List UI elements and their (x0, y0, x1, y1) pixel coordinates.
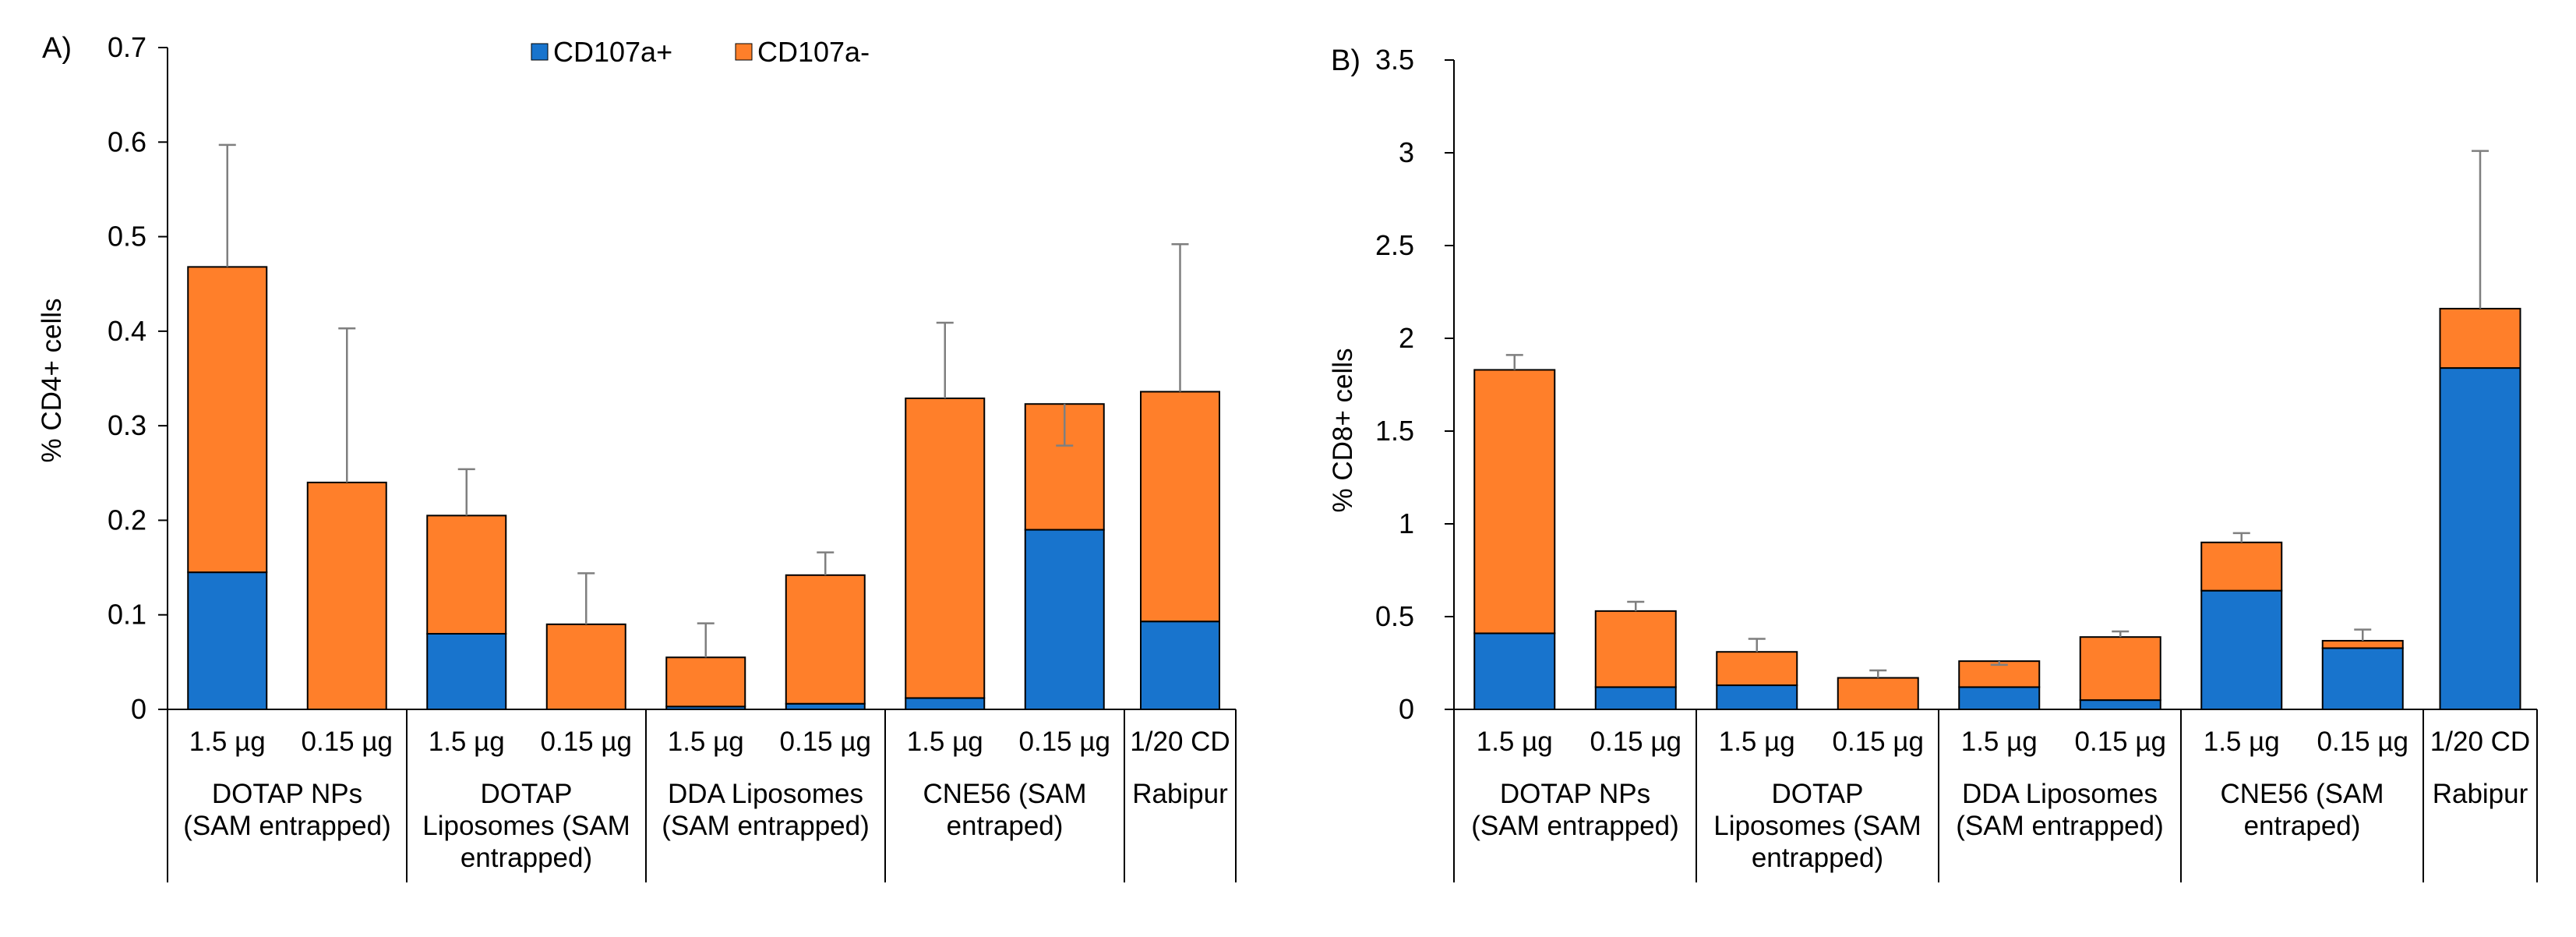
panel-b-group-label: entrapped) (1752, 843, 1883, 873)
panel-a-category-label: 1.5 µg (907, 727, 983, 757)
panel-b-category-label: 0.15 µg (2075, 727, 2166, 757)
panel-b-y-tick-label: 1 (1399, 507, 1414, 539)
panel-a: A) % CD4+ cells 0 0.1 0.2 0.3 0.4 0.5 0.6 0.7 1.… (37, 31, 1237, 882)
panel-a-y-tick-label: 0.4 (108, 315, 146, 347)
panel-a-bar-cd107a-pos (905, 697, 986, 711)
panel-a-category-label: 0.15 µg (780, 727, 871, 757)
panel-b-group-label: Liposomes (SAM (1713, 811, 1921, 841)
panel-a-group-label: (SAM entrapped) (662, 811, 870, 841)
panel-b-y-tick-label: 1.5 (1375, 415, 1414, 447)
panel-b-category-label: 1.5 µg (1719, 727, 1795, 757)
panel-b-bar-cd107a-pos (2079, 699, 2161, 710)
panel-b-group-label: CNE56 (SAM (2220, 779, 2384, 809)
panel-a-bar-cd107a-neg (545, 623, 626, 710)
panel-a-bar-cd107a-pos (785, 702, 866, 710)
legend-swatch-cd107a-pos (531, 43, 549, 61)
panel-b-category-label: 1.5 µg (1477, 727, 1553, 757)
panel-a-bar-cd107a-neg (306, 481, 387, 711)
panel-a-y-tick-label: 0.7 (108, 31, 146, 63)
panel-b-label: B) (1331, 44, 1360, 77)
panel-b-y-tick-label: 0 (1399, 693, 1414, 725)
panel-a-group-label: entraped) (947, 811, 1064, 841)
panel-a-group-label: entrapped) (461, 843, 592, 873)
panel-a-category-label: 1/20 CD (1130, 727, 1230, 757)
panel-b-bar-cd107a-neg (2079, 636, 2161, 702)
panel-b-bar-cd107a-pos (1594, 686, 1677, 711)
panel-a-group-label: Rabipur (1132, 779, 1228, 809)
panel-b-y-axis-title: % CD8+ cells (1328, 348, 1358, 512)
panel-a-bar-cd107a-pos (1140, 621, 1220, 710)
panel-a-bar-cd107a-pos (187, 571, 268, 711)
panel-a-group-label: DOTAP (481, 779, 573, 809)
panel-b-bar-cd107a-neg (1716, 651, 1798, 687)
panel-a-category-label: 1.5 µg (668, 727, 744, 757)
panel-b-bar-cd107a-pos (1716, 684, 1798, 710)
panel-a-category-label: 1.5 µg (189, 727, 266, 757)
panel-b-category-label: 0.15 µg (2317, 727, 2408, 757)
legend: CD107a+ CD107a- (531, 36, 870, 68)
panel-a-y-tick-label: 0.2 (108, 504, 146, 536)
panel-a-group-label: DOTAP NPs (212, 779, 362, 809)
legend-label-cd107a-pos: CD107a+ (553, 36, 672, 68)
panel-b-bar-cd107a-neg (2200, 541, 2283, 592)
panel-b-y-tick-label: 0.5 (1375, 600, 1414, 632)
panel-b-bar-cd107a-pos (2321, 647, 2404, 711)
panel-a-y-axis-title: % CD4+ cells (37, 298, 67, 462)
panel-a-y-tick-label: 0.6 (108, 126, 146, 157)
panel-b-category-label: 1.5 µg (1961, 727, 2038, 757)
panel-b-group-label: Rabipur (2433, 779, 2528, 809)
panel-b-category-label: 1/20 CD (2430, 727, 2530, 757)
panel-b-y-tick-label: 3 (1399, 136, 1414, 168)
panel-a-category-label: 0.15 µg (302, 727, 393, 757)
panel-a-label: A) (42, 32, 72, 65)
panel-b-bar-cd107a-pos (1958, 686, 2041, 711)
legend-label-cd107a-neg: CD107a- (757, 36, 870, 68)
panel-b-group-label: DDA Liposomes (1962, 779, 2158, 809)
panel-b-bar-cd107a-neg (2321, 639, 2404, 649)
panel-a-bar-cd107a-neg (1140, 391, 1220, 623)
panel-b-category-label: 0.15 µg (1590, 727, 1681, 757)
panel-b-group-label: DOTAP (1772, 779, 1864, 809)
panel-b-group-label: entraped) (2244, 811, 2361, 841)
panel-a-group-label: DDA Liposomes (668, 779, 863, 809)
panel-b-bar-cd107a-neg (1594, 610, 1677, 688)
panel-a-group-label: CNE56 (SAM (923, 779, 1086, 809)
panel-b: B) % CD8+ cells 0 0.5 1 1.5 2 2.5 3 3.5 1.5 µg 0.… (1328, 44, 2538, 882)
panel-a-group-label: Liposomes (SAM (422, 811, 630, 841)
panel-b-bar-cd107a-pos (2200, 589, 2283, 710)
panel-a-bar-cd107a-pos (1024, 529, 1105, 710)
panel-b-group-label: (SAM entrapped) (1956, 811, 2164, 841)
legend-swatch-cd107a-neg (735, 43, 753, 61)
panel-b-bar-cd107a-pos (2439, 367, 2521, 710)
panel-a-y-tick-label: 0.1 (108, 599, 146, 631)
panel-a-bar-cd107a-neg (785, 574, 866, 705)
panel-b-group-label: DOTAP NPs (1500, 779, 1650, 809)
panel-b-category-label: 0.15 µg (1833, 727, 1924, 757)
panel-a-bar-cd107a-neg (187, 266, 268, 574)
panel-a-bar-cd107a-pos (426, 632, 507, 711)
panel-a-bar-cd107a-neg (665, 656, 746, 708)
panel-b-bar-cd107a-neg (1837, 677, 1919, 710)
panel-a-category-label: 0.15 µg (541, 727, 632, 757)
panel-a-group-label: (SAM entrapped) (183, 811, 391, 841)
panel-a-category-label: 0.15 µg (1019, 727, 1110, 757)
panel-b-bar-cd107a-pos (1473, 632, 1556, 710)
panel-a-bar-cd107a-neg (905, 397, 986, 699)
panel-a-y-tick-label: 0.5 (108, 221, 146, 253)
panel-b-y-tick-label: 2.5 (1375, 229, 1414, 261)
panel-b-bar-cd107a-neg (1473, 369, 1556, 635)
panel-b-y-tick-label: 2 (1399, 322, 1414, 354)
panel-b-group-label: (SAM entrapped) (1471, 811, 1679, 841)
panel-b-category-label: 1.5 µg (2204, 727, 2280, 757)
panel-a-y-tick-label: 0 (131, 693, 146, 725)
panel-a-bar-cd107a-neg (426, 514, 507, 635)
panel-a-y-tick-label: 0.3 (108, 409, 146, 441)
panel-a-category-label: 1.5 µg (429, 727, 505, 757)
panel-b-bar-cd107a-neg (2439, 307, 2521, 369)
panel-b-y-tick-label: 3.5 (1375, 44, 1414, 76)
